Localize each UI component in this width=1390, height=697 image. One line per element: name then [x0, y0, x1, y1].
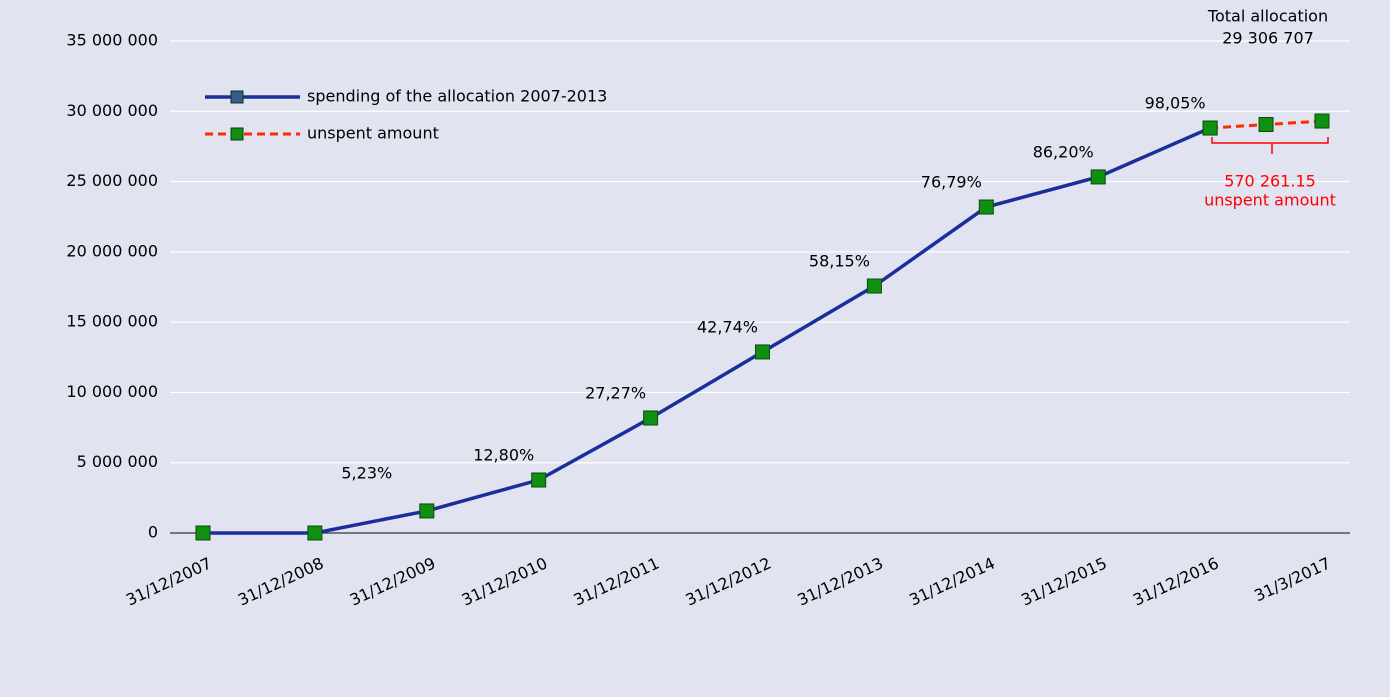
y-tick-label: 5 000 000 — [77, 452, 158, 471]
data-point — [1090, 169, 1106, 185]
y-tick-label: 20 000 000 — [66, 241, 158, 260]
data-point — [1258, 116, 1274, 132]
y-tick-label: 10 000 000 — [66, 382, 158, 401]
data-label: 58,15% — [809, 252, 870, 271]
y-tick-label: 35 000 000 — [66, 31, 158, 50]
legend-label: spending of the allocation 2007-2013 — [307, 87, 607, 106]
annotation: 29 306 707 — [1222, 29, 1314, 48]
data-label: 86,20% — [1033, 142, 1094, 161]
annotation: Total allocation — [1207, 7, 1328, 26]
data-point — [419, 503, 435, 519]
y-tick-label: 15 000 000 — [66, 312, 158, 331]
data-point — [531, 472, 547, 488]
data-label: 5,23% — [341, 463, 392, 482]
data-point — [643, 410, 659, 426]
data-point — [1314, 113, 1330, 129]
y-tick-label: 30 000 000 — [66, 101, 158, 120]
data-label: 42,74% — [697, 317, 758, 336]
legend-marker — [230, 90, 244, 104]
data-point — [1202, 120, 1218, 136]
data-label: 27,27% — [585, 384, 646, 403]
data-point — [195, 525, 211, 541]
series-line — [203, 126, 1211, 535]
annotation-bracket — [1211, 137, 1329, 154]
legend-marker — [230, 127, 244, 141]
y-tick-label: 25 000 000 — [66, 171, 158, 190]
data-label: 12,80% — [473, 446, 534, 465]
data-label: 76,79% — [921, 173, 982, 192]
data-label: 98,05% — [1145, 94, 1206, 113]
data-point — [755, 344, 770, 360]
legend-label: unspent amount — [307, 124, 439, 143]
data-point — [978, 199, 994, 215]
y-tick-label: 0 — [148, 523, 158, 542]
annotation: unspent amount — [1204, 191, 1336, 210]
data-point — [307, 525, 323, 541]
annotation: 570 261.15 — [1224, 172, 1316, 191]
data-point — [866, 278, 882, 294]
